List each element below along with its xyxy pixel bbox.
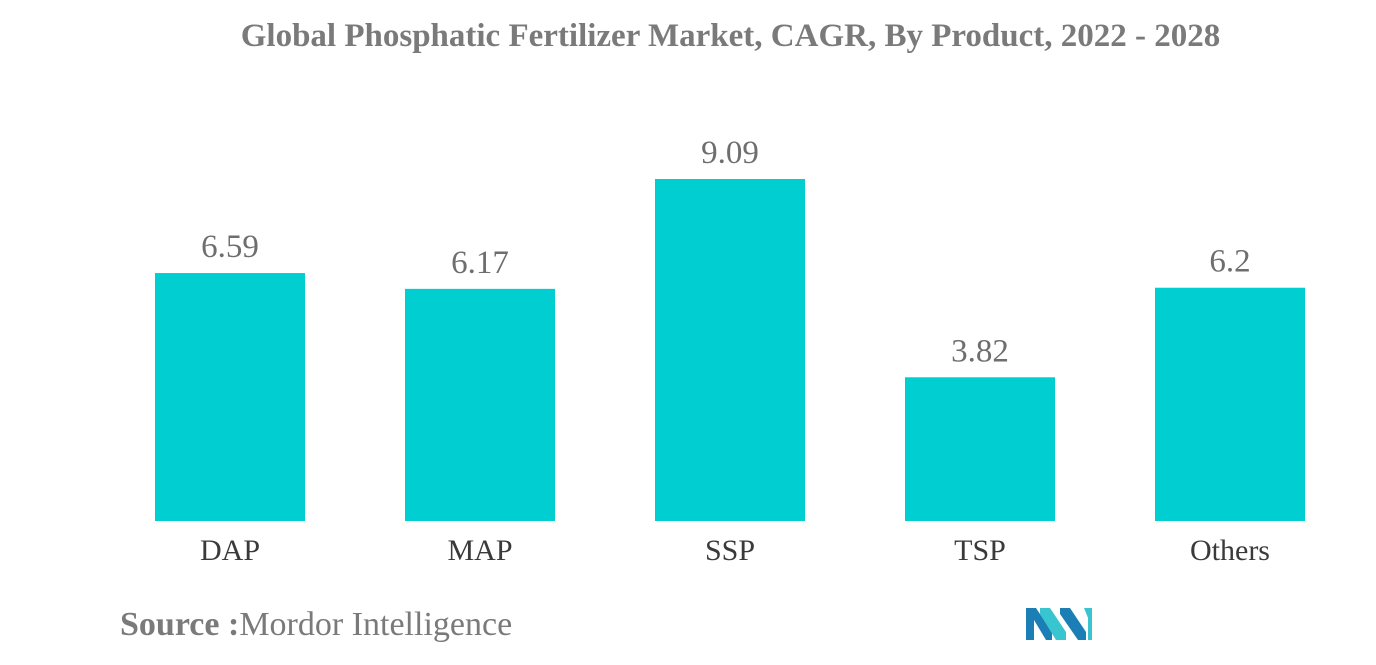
bar-dap [155, 273, 305, 521]
category-label-others: Others [1190, 534, 1270, 567]
bar-map [405, 288, 555, 521]
category-labels-group: DAP MAP SSP TSP Others [200, 534, 1270, 567]
category-label-tsp: TSP [954, 534, 1006, 567]
category-label-map: MAP [447, 534, 512, 567]
bar-ssp [655, 179, 805, 521]
source-key: Source : [120, 606, 240, 643]
chart-title: Global Phosphatic Fertilizer Market, CAG… [240, 18, 1221, 54]
mordor-intelligence-logo-icon [1026, 608, 1092, 640]
value-label-map: 6.17 [451, 245, 509, 281]
bar-others [1155, 287, 1305, 521]
category-label-ssp: SSP [705, 534, 755, 567]
value-labels-group: 6.59 6.17 9.09 3.82 6.2 [201, 135, 1251, 369]
category-label-dap: DAP [200, 534, 260, 567]
value-label-tsp: 3.82 [951, 333, 1009, 369]
source-note: Source :Mordor Intelligence [120, 606, 512, 644]
value-label-ssp: 9.09 [701, 135, 759, 171]
source-value: Mordor Intelligence [239, 606, 513, 643]
bars-group [155, 179, 1305, 521]
bar-tsp [905, 377, 1055, 521]
value-label-others: 6.2 [1209, 244, 1250, 280]
value-label-dap: 6.59 [201, 229, 259, 265]
